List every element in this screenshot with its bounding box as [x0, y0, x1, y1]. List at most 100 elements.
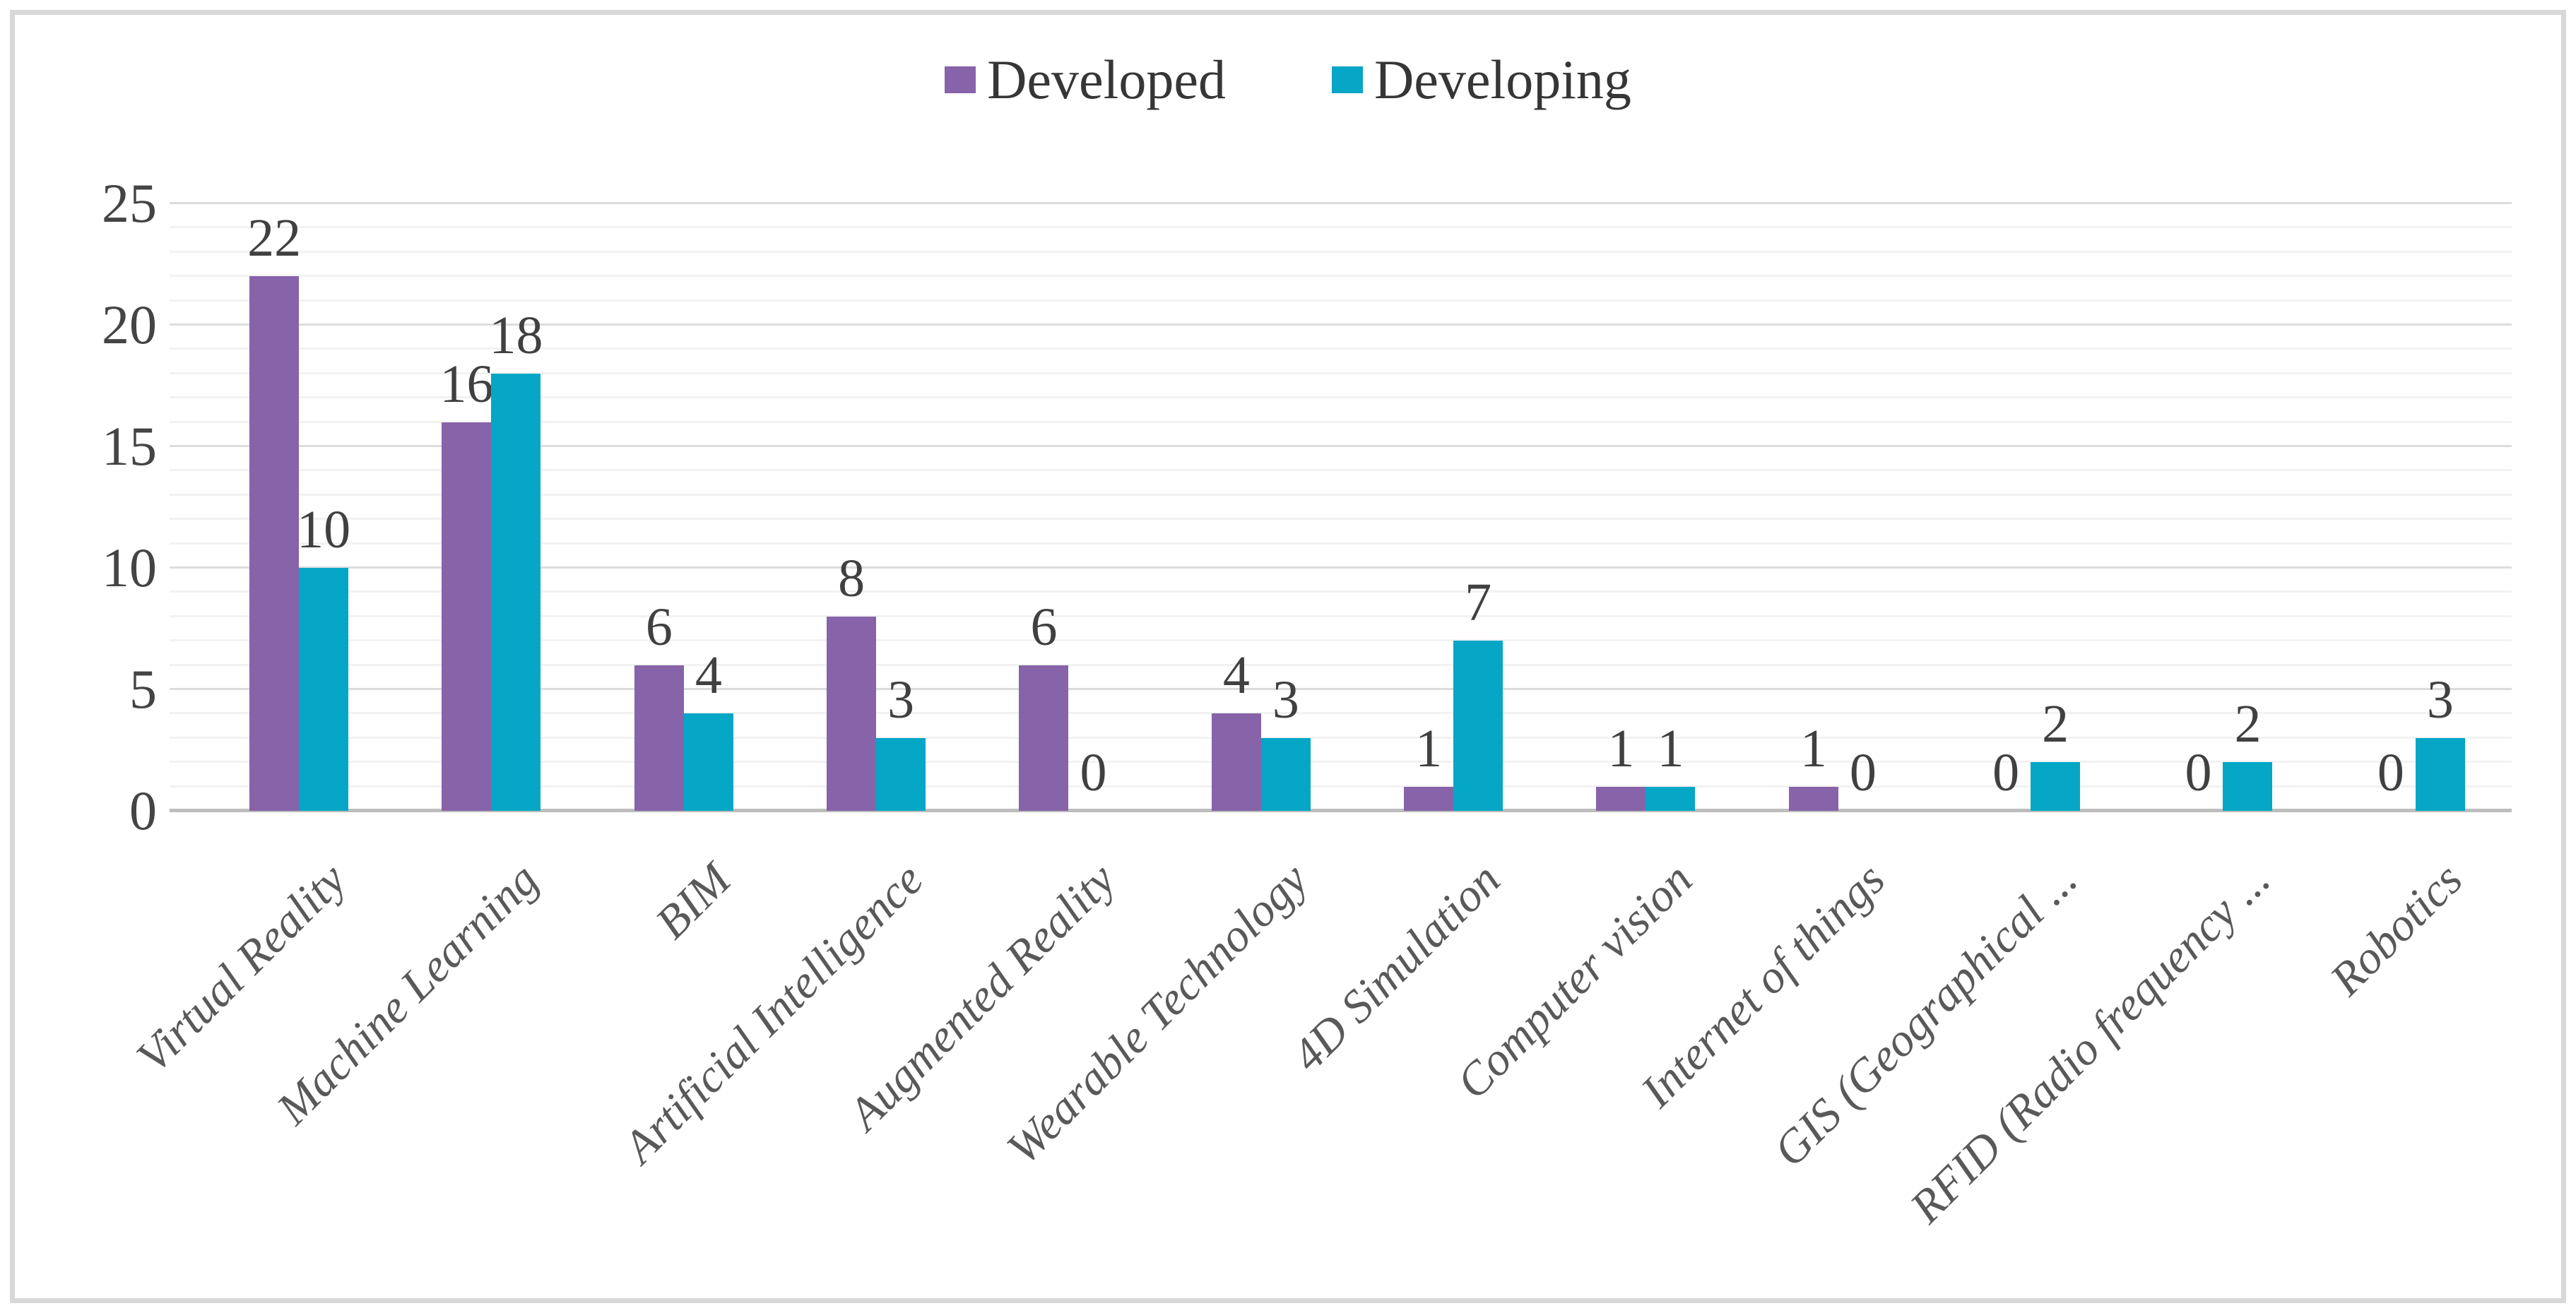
minor-gridline — [170, 299, 2512, 302]
major-gridline — [170, 566, 2512, 569]
data-label-developing-virtual-reality: 10 — [297, 500, 351, 559]
minor-gridline — [170, 493, 2512, 496]
minor-gridline — [170, 518, 2512, 521]
data-label-developed-rfid-radio-frequency: 0 — [2185, 743, 2212, 802]
x-axis-labels: Virtual Reality Machine Learning BIM Artifi… — [126, 812, 2512, 1310]
bar-developing-gis-geographical — [2031, 762, 2081, 811]
plot-area: 22 10 16 18 6 4 8 3 6 0 4 3 1 7 1 1 1 0 0 2 0 2 0 3 — [170, 202, 2512, 812]
minor-gridline — [170, 469, 2512, 472]
data-label-developed-gis-geographical: 0 — [1992, 743, 2020, 802]
minor-gridline — [170, 372, 2512, 374]
legend-item-developed: Developed — [945, 52, 1226, 107]
data-label-developing-computer-vision: 1 — [1657, 718, 1684, 778]
major-gridline — [170, 445, 2512, 447]
data-label-developed-machine-learning: 16 — [439, 354, 494, 414]
y-tick-label: 20 — [102, 294, 157, 355]
bar-group-virtual-reality: 22 10 — [203, 203, 395, 811]
bar-developed-computer-vision — [1596, 786, 1646, 811]
minor-gridline — [170, 542, 2512, 545]
data-label-developed-artificial-intelligence: 8 — [838, 548, 865, 608]
data-label-developed-bim: 6 — [645, 597, 673, 657]
bar-developed-wearable-technology — [1211, 713, 1261, 811]
data-label-developed-robotics: 0 — [2377, 743, 2404, 802]
major-gridline — [170, 323, 2512, 326]
bar-developing-artificial-intelligence — [876, 737, 926, 811]
data-label-developing-bim: 4 — [695, 646, 722, 706]
legend-label-developed: Developed — [987, 49, 1226, 110]
bar-developing-machine-learning — [491, 373, 541, 811]
y-tick-label: 10 — [102, 537, 157, 598]
minor-gridline — [170, 420, 2512, 423]
minor-gridline — [170, 614, 2512, 617]
chart-legend: Developed Developing — [0, 52, 2576, 107]
minor-gridline — [170, 347, 2512, 350]
minor-gridline — [170, 761, 2512, 764]
y-tick-label: 0 — [129, 780, 157, 841]
x-axis-line — [170, 809, 2512, 812]
minor-gridline — [170, 226, 2512, 229]
major-gridline — [170, 202, 2512, 204]
legend-swatch-developing-icon — [1331, 66, 1363, 93]
bar-developing-virtual-reality — [299, 568, 349, 811]
x-category-label-rfid-radio-frequency: RFID (Radio frequency ... — [1900, 853, 2280, 1233]
x-category-label-bim: BIM — [645, 853, 741, 949]
minor-gridline — [170, 736, 2512, 739]
data-label-developing-internet-of-things: 0 — [1849, 743, 1877, 802]
bar-developed-internet-of-things — [1788, 786, 1838, 811]
data-label-developed-4d-simulation: 1 — [1415, 718, 1443, 778]
bar-developing-rfid-radio-frequency — [2223, 762, 2273, 811]
minor-gridline — [170, 275, 2512, 278]
minor-gridline — [170, 663, 2512, 666]
data-label-developed-augmented-reality: 6 — [1030, 597, 1058, 657]
data-label-developing-augmented-reality: 0 — [1080, 743, 1107, 802]
bar-developed-machine-learning — [442, 422, 492, 811]
y-tick-label: 25 — [102, 172, 157, 234]
data-label-developing-rfid-radio-frequency: 2 — [2234, 694, 2262, 754]
bar-group-machine-learning: 16 18 — [395, 203, 587, 811]
bar-developed-4d-simulation — [1404, 786, 1454, 811]
legend-label-developing: Developing — [1373, 49, 1631, 110]
data-label-developed-computer-vision: 1 — [1607, 718, 1635, 778]
bar-developed-artificial-intelligence — [827, 616, 877, 811]
bar-developing-computer-vision — [1646, 786, 1696, 811]
y-axis: 0 5 10 15 20 25 — [0, 175, 157, 839]
bar-developed-bim — [634, 665, 684, 811]
data-label-developing-machine-learning: 18 — [489, 305, 543, 365]
major-gridline — [170, 688, 2512, 690]
data-label-developing-artificial-intelligence: 3 — [887, 670, 915, 730]
data-label-developing-gis-geographical: 2 — [2042, 694, 2069, 754]
minor-gridline — [170, 590, 2512, 593]
legend-item-developing: Developing — [1331, 49, 1631, 110]
data-label-developing-4d-simulation: 7 — [1465, 573, 1492, 633]
minor-gridline — [170, 785, 2512, 788]
legend-swatch-developed-icon — [945, 66, 976, 93]
bar-developing-wearable-technology — [1260, 737, 1311, 811]
y-tick-label: 5 — [129, 658, 157, 720]
bar-developing-bim — [683, 713, 733, 811]
bar-groups: 22 10 16 18 6 4 8 3 6 0 4 3 1 7 1 1 1 0 0 2 0 2 0 3 — [203, 203, 2512, 811]
chart-frame — [10, 10, 2566, 1303]
minor-gridline — [170, 712, 2512, 715]
data-label-developing-robotics: 3 — [2426, 670, 2454, 730]
data-label-developing-wearable-technology: 3 — [1272, 670, 1299, 730]
bar-developing-4d-simulation — [1453, 641, 1503, 811]
data-label-developed-wearable-technology: 4 — [1222, 646, 1250, 706]
bar-developed-virtual-reality — [249, 276, 300, 811]
x-category-label-robotics: Robotics — [2320, 853, 2473, 1006]
bar-developed-augmented-reality — [1019, 665, 1069, 811]
y-tick-label: 15 — [102, 415, 157, 477]
minor-gridline — [170, 250, 2512, 253]
bar-developing-robotics — [2415, 737, 2465, 811]
data-label-developed-internet-of-things: 1 — [1800, 718, 1827, 778]
